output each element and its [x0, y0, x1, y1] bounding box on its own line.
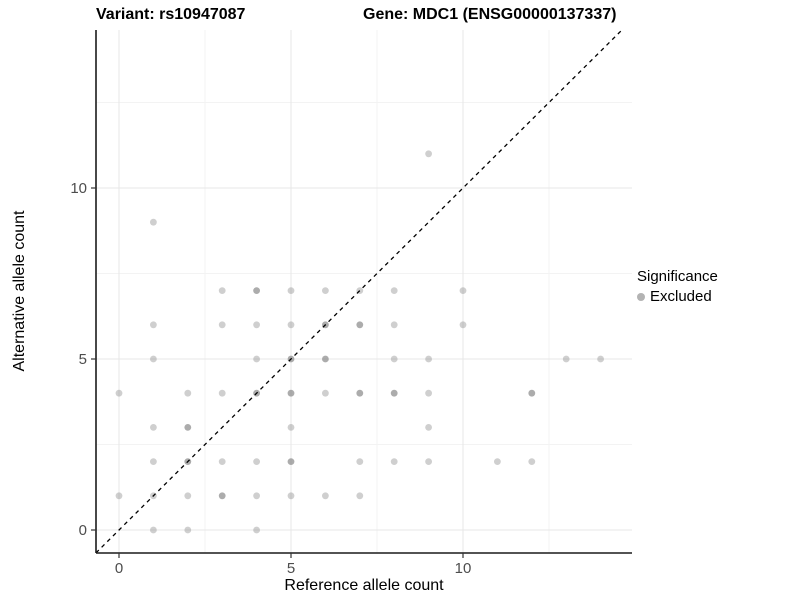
- legend-item-excluded: Excluded: [637, 288, 718, 305]
- data-point: [322, 389, 329, 397]
- data-point: [218, 287, 226, 294]
- data-point: [528, 389, 536, 397]
- data-point: [150, 218, 157, 226]
- x-axis-title: Reference allele count: [284, 577, 444, 594]
- y-tick-label: 5: [79, 351, 87, 368]
- legend-point-icon: [637, 292, 645, 301]
- data-point: [150, 458, 157, 465]
- data-point: [425, 424, 432, 431]
- data-point: [287, 424, 295, 431]
- data-point: [356, 458, 364, 465]
- data-point: [390, 321, 398, 329]
- data-point: [390, 287, 398, 294]
- data-point: [253, 492, 260, 500]
- x-tick-label: 5: [287, 560, 295, 577]
- data-point: [356, 321, 364, 329]
- data-point: [253, 321, 260, 329]
- data-point: [390, 389, 398, 397]
- data-point: [322, 492, 329, 500]
- data-point: [287, 321, 295, 329]
- data-point: [115, 492, 123, 500]
- data-point: [253, 526, 260, 534]
- data-point: [390, 458, 398, 465]
- plot-title-variant: Variant: rs10947087: [96, 6, 246, 23]
- legend: Significance Excluded: [637, 268, 718, 305]
- data-point: [287, 492, 295, 500]
- data-point: [184, 389, 192, 397]
- legend-item-label: Excluded: [650, 288, 712, 305]
- data-point: [562, 355, 570, 363]
- data-point: [115, 389, 123, 397]
- data-point: [597, 355, 604, 363]
- y-axis-title: Alternative allele count: [11, 210, 28, 372]
- x-tick-label: 0: [115, 560, 123, 577]
- data-point: [425, 458, 432, 465]
- data-point: [459, 287, 467, 294]
- data-point: [184, 492, 192, 500]
- data-point: [425, 389, 432, 397]
- data-point: [425, 150, 432, 158]
- data-point: [184, 424, 192, 431]
- data-point: [150, 424, 157, 431]
- data-point: [528, 458, 536, 465]
- data-point: [390, 355, 398, 363]
- data-point: [459, 321, 467, 329]
- data-point: [218, 492, 226, 500]
- data-point: [322, 287, 329, 294]
- y-tick-label: 0: [79, 522, 87, 539]
- data-point: [253, 355, 260, 363]
- data-point: [150, 355, 157, 363]
- data-point: [253, 458, 260, 465]
- data-point: [218, 321, 226, 329]
- legend-title: Significance: [637, 268, 718, 285]
- data-point: [287, 389, 295, 397]
- data-point: [253, 287, 260, 294]
- data-point: [356, 492, 364, 500]
- plot-title-gene: Gene: MDC1 (ENSG00000137337): [363, 6, 617, 23]
- data-point: [218, 389, 226, 397]
- data-point: [356, 389, 364, 397]
- data-point: [184, 526, 192, 534]
- data-point: [287, 458, 295, 465]
- x-tick-label: 10: [455, 560, 472, 577]
- data-point: [425, 355, 432, 363]
- data-point: [322, 355, 329, 363]
- y-tick-label: 10: [70, 180, 87, 197]
- data-point: [150, 321, 157, 329]
- data-point: [494, 458, 501, 465]
- data-point: [150, 526, 157, 534]
- data-point: [287, 287, 295, 294]
- data-point: [218, 458, 226, 465]
- identity-dashed-line: [95, 29, 623, 554]
